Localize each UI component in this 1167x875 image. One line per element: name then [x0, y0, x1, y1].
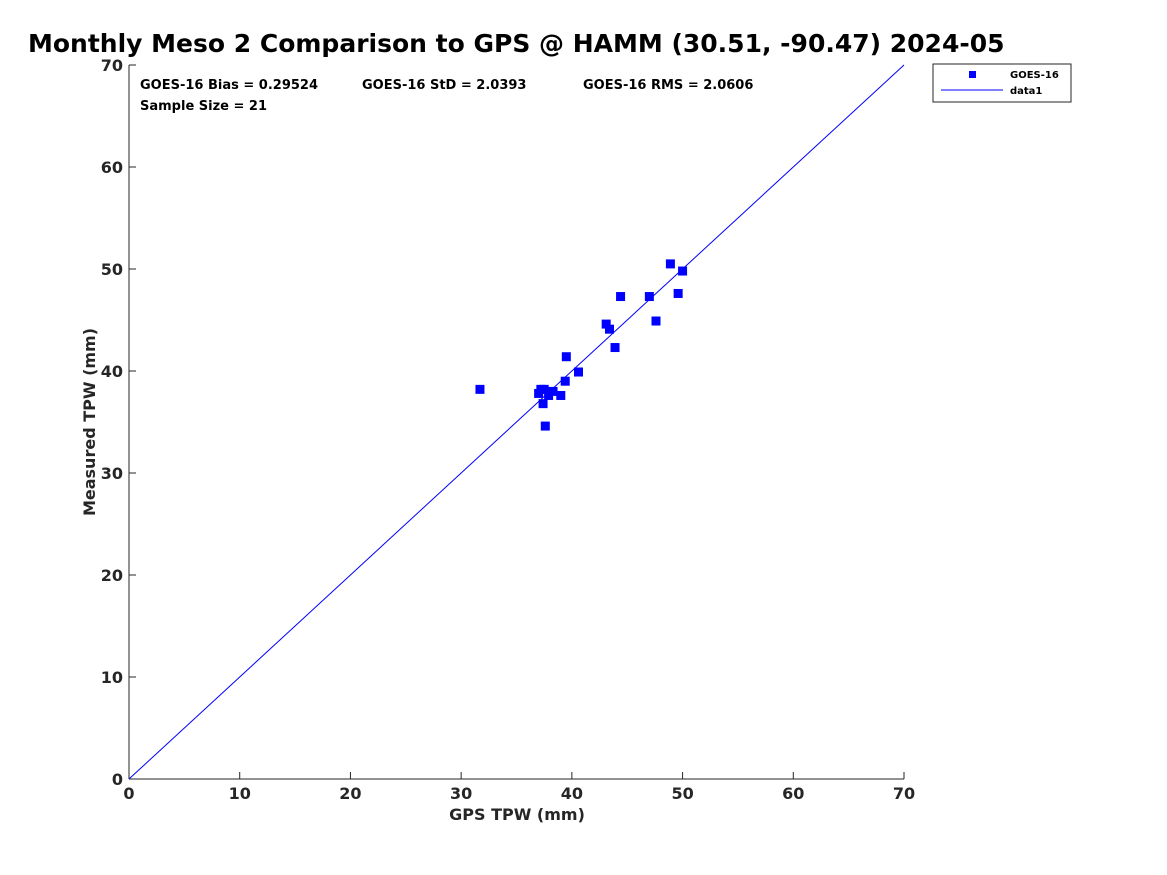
stat-bias: GOES-16 Bias = 0.29524 — [140, 78, 318, 93]
y-tick-label: 0 — [112, 770, 123, 789]
legend-marker-goes16 — [969, 71, 976, 78]
chart-title: Monthly Meso 2 Comparison to GPS @ HAMM … — [28, 29, 1005, 58]
x-tick-label: 40 — [561, 784, 583, 803]
scatter-point — [561, 352, 571, 362]
y-tick-label: 40 — [101, 362, 123, 381]
scatter-point — [540, 421, 550, 431]
scatter-point — [651, 316, 661, 326]
y-tick-label: 50 — [101, 260, 123, 279]
x-tick-label: 10 — [229, 784, 251, 803]
y-tick-label: 60 — [101, 158, 123, 177]
scatter-point — [665, 259, 675, 269]
x-tick-label: 60 — [782, 784, 804, 803]
plot-area: 0 10 20 30 40 50 60 70 0 10 20 30 40 50 60 70 — [101, 56, 915, 803]
x-tick-label: 30 — [450, 784, 472, 803]
x-tick-label: 20 — [339, 784, 361, 803]
series-line-data1 — [128, 64, 905, 780]
y-tick-label: 20 — [101, 566, 123, 585]
legend-label-data1: data1 — [1010, 86, 1042, 97]
scatter-point — [560, 376, 570, 386]
legend-box — [932, 63, 1072, 103]
legend-label-goes16: GOES-16 — [1010, 70, 1059, 81]
y-tick-label: 70 — [101, 56, 123, 75]
stat-rms: GOES-16 RMS = 2.0606 — [583, 78, 753, 93]
stat-sample-size: Sample Size = 21 — [140, 99, 267, 114]
scatter-point — [605, 324, 614, 334]
scatter-point — [601, 319, 611, 329]
scatter-point — [678, 266, 688, 276]
scatter-point — [616, 292, 626, 302]
scatter-point — [548, 386, 558, 396]
scatter-point — [574, 367, 583, 377]
scatter-point — [644, 292, 654, 302]
stat-std: GOES-16 StD = 2.0393 — [362, 78, 526, 93]
y-tick-label: 30 — [101, 464, 123, 483]
y-tick-label: 10 — [101, 668, 123, 687]
x-tick-label: 0 — [123, 784, 134, 803]
scatter-point — [673, 288, 683, 298]
scatter-point — [475, 384, 485, 394]
x-axis-label: GPS TPW (mm) — [449, 805, 585, 824]
scatter-point — [539, 384, 549, 394]
x-tick-label: 70 — [893, 784, 915, 803]
x-tick-label: 50 — [671, 784, 693, 803]
y-axis-label: Measured TPW (mm) — [80, 328, 99, 516]
scatter-point — [538, 399, 548, 409]
scatter-point — [556, 390, 566, 400]
scatter-point — [610, 343, 620, 353]
legend: GOES-16 data1 — [932, 63, 1072, 103]
